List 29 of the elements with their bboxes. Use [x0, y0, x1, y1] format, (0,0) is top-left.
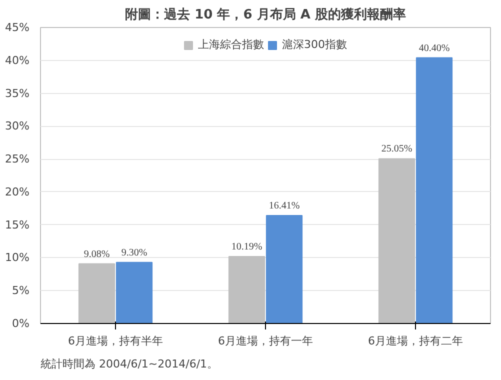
y-tick-label: 15%	[5, 218, 30, 232]
y-tick-label: 25%	[5, 152, 30, 166]
text: 統計時間為 2004/6/1~2014/6/1。	[40, 358, 218, 370]
bar	[416, 57, 453, 324]
data-label: 9.30%	[121, 247, 148, 258]
chart-title: 附圖：過去 10 年，6 月布局 A 股的獲利報酬率	[125, 6, 406, 22]
y-tick-label: 35%	[5, 86, 30, 100]
y-tick-label: 0%	[12, 317, 30, 330]
y-tick-label: 40%	[5, 54, 30, 67]
legend-label: 滬深300指數	[282, 37, 347, 52]
y-tick-label: 5%	[12, 284, 30, 298]
bar	[116, 262, 153, 324]
y-tick-label: 30%	[5, 120, 30, 133]
bar	[266, 215, 303, 324]
data-label: 16.41%	[268, 200, 300, 212]
data-label: 10.19%	[231, 241, 262, 252]
bar	[228, 256, 266, 324]
x-tick-label: 6月進場，持有半年	[68, 334, 163, 348]
bar	[78, 263, 116, 324]
y-tick-label: 20%	[5, 185, 30, 198]
x-tick-label: 6月進場，持有一年	[218, 334, 313, 348]
y-tick-label: 45%	[5, 21, 30, 34]
data-label: 25.05%	[381, 144, 412, 155]
legend-label: 上海綜合指數	[198, 37, 264, 52]
data-label: 40.40%	[418, 42, 450, 54]
bar	[378, 158, 416, 324]
data-label: 9.08%	[84, 248, 110, 260]
x-tick-label: 6月進場，持有二年	[368, 334, 463, 348]
y-tick-label: 10%	[5, 251, 30, 264]
